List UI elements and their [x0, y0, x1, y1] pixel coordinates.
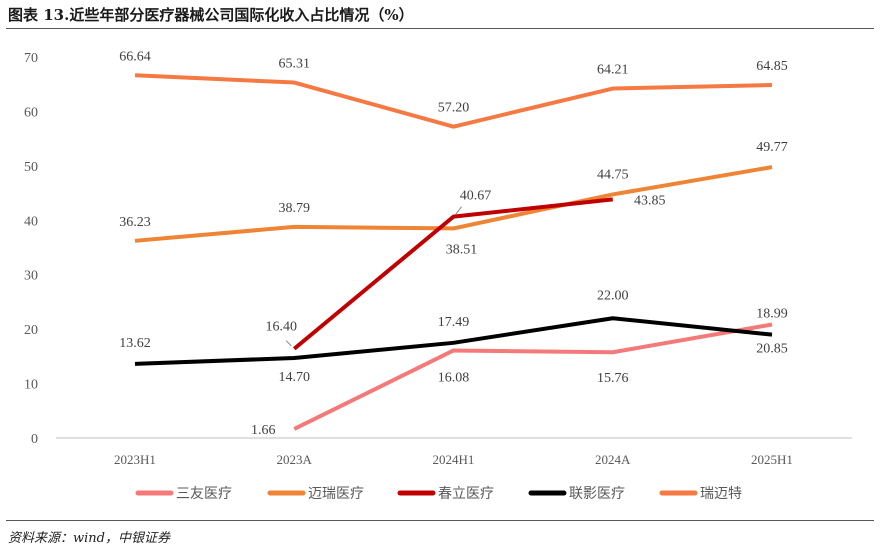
bottom-divider [6, 520, 874, 521]
data-label: 20.85 [756, 342, 788, 357]
data-label: 15.76 [597, 371, 629, 386]
data-label: 36.23 [119, 215, 151, 230]
data-label: 38.51 [446, 242, 478, 257]
legend-label: 春立医疗 [438, 486, 494, 502]
top-divider [6, 28, 874, 29]
data-label: 44.75 [597, 167, 629, 182]
data-label: 57.20 [438, 101, 470, 116]
x-tick-label: 2024A [595, 452, 631, 467]
series-line-迈瑞医疗 [134, 165, 773, 243]
data-label: 65.31 [279, 57, 311, 72]
x-tick-label: 2023A [277, 452, 313, 467]
data-label: 18.99 [756, 307, 788, 322]
data-label: 64.85 [756, 59, 788, 74]
y-tick-label: 60 [24, 105, 38, 120]
data-label: 16.08 [438, 370, 470, 385]
legend-label: 迈瑞医疗 [308, 486, 364, 502]
y-tick-label: 40 [24, 214, 38, 229]
leader-line [285, 340, 292, 347]
data-label: 38.79 [279, 201, 311, 216]
data-label: 13.62 [119, 336, 151, 351]
data-label: 1.66 [251, 423, 276, 438]
x-tick-label: 2023H1 [114, 452, 156, 467]
y-tick-label: 10 [24, 378, 38, 393]
x-tick-label: 2024H1 [433, 452, 475, 467]
data-label: 43.85 [634, 193, 666, 208]
legend-label: 三友医疗 [176, 486, 232, 502]
y-tick-label: 50 [24, 160, 38, 175]
data-label: 64.21 [597, 63, 629, 78]
x-tick-label: 2025H1 [751, 452, 793, 467]
figure-title: 图表 13.近些年部分医疗器械公司国际化收入占比情况（%） [8, 6, 414, 24]
series-line-三友医疗 [293, 322, 773, 431]
data-label: 22.00 [597, 288, 629, 303]
data-label: 40.67 [460, 189, 492, 204]
leader-line [455, 206, 462, 215]
data-label: 16.40 [266, 320, 298, 335]
y-tick-label: 30 [24, 269, 38, 284]
line-chart: 0 10 20 30 40 50 60 70 2023H1 2023A 2024H1 2024A 202… [24, 49, 852, 502]
data-label: 17.49 [438, 315, 470, 330]
y-tick-label: 0 [31, 432, 38, 447]
y-tick-label: 70 [24, 51, 38, 66]
data-label: 66.64 [119, 49, 151, 64]
legend-label: 联影医疗 [569, 486, 625, 502]
data-label: 14.70 [279, 370, 311, 385]
data-label: 49.77 [756, 140, 788, 155]
source-note: 资料来源：wind，中银证券 [8, 531, 170, 546]
legend-label: 瑞迈特 [700, 486, 742, 502]
y-tick-label: 20 [24, 323, 38, 338]
